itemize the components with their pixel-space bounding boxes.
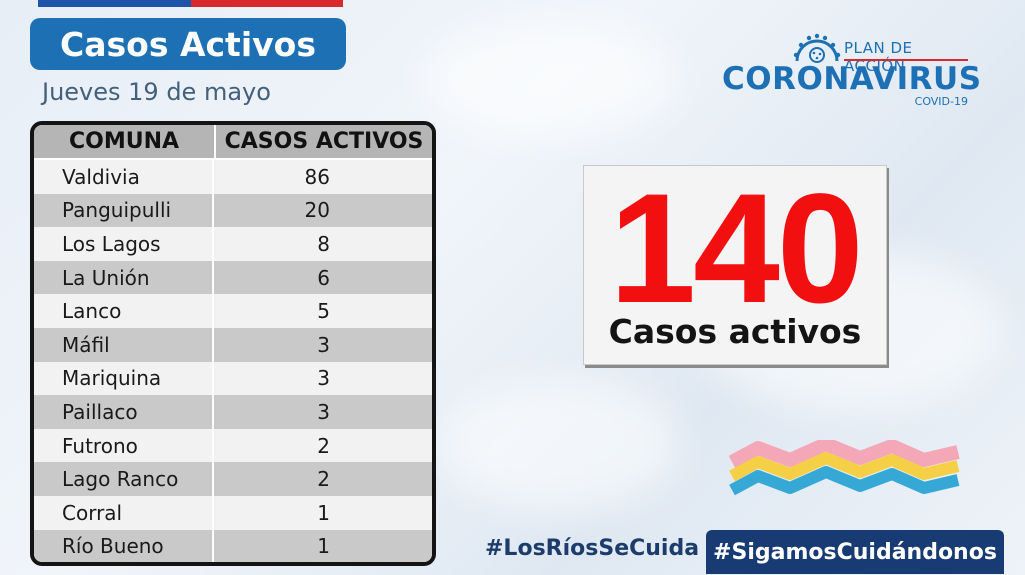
table-row: Corral 1 (34, 495, 432, 530)
date-label: Jueves 19 de mayo (42, 78, 271, 106)
table-row: Mariquina 3 (34, 361, 432, 396)
casos-cell: 3 (317, 366, 330, 391)
header-casos: CASOS ACTIVOS (224, 129, 424, 154)
comuna-cell: Lago Ranco (34, 462, 214, 496)
region-wave-graphic (728, 440, 960, 496)
table-row: Lanco 5 (34, 294, 432, 328)
casos-cell: 2 (317, 433, 330, 458)
casos-cell: 8 (317, 231, 330, 256)
comuna-cell: Valdivia (34, 160, 214, 194)
hashtag-sigamos: #SigamosCuidándonos (706, 530, 1004, 574)
comuna-cell: Mariquina (34, 361, 214, 396)
table-row: Valdivia 86 (34, 160, 432, 194)
casos-cell: 3 (317, 332, 330, 357)
total-cases-number: 140 (609, 162, 863, 336)
flag-bar (38, 0, 343, 7)
table-row: Río Bueno 1 (34, 529, 432, 562)
comuna-cell: La Unión (34, 260, 214, 295)
header-comuna: COMUNA (34, 125, 216, 158)
table-row: La Unión 6 (34, 260, 432, 295)
casos-cell: 2 (317, 467, 330, 492)
total-cases-card: 140 Casos activos (583, 162, 887, 365)
casos-cell: 86 (304, 164, 330, 189)
hashtag-los-rios: #LosRíosSeCuida (485, 536, 700, 561)
casos-cell: 5 (317, 299, 330, 324)
comuna-cell: Máfil (34, 327, 214, 362)
comuna-cell: Lanco (34, 294, 214, 328)
logo-name: CORONAVIRUS (722, 61, 982, 97)
table-row: Los Lagos 8 (34, 227, 432, 261)
table-row: Panguipulli 20 (34, 193, 432, 228)
comuna-cell: Futrono (34, 428, 214, 463)
logo-sub: COVID-19 (914, 95, 968, 108)
total-cases-label: Casos activos (608, 312, 862, 351)
casos-cell: 1 (317, 534, 330, 559)
comuna-cell: Panguipulli (34, 193, 214, 228)
casos-cell: 1 (317, 500, 330, 525)
plan-coronavirus-logo: PLAN DE ACCIÓN CORONAVIRUS COVID-19 (720, 33, 981, 108)
table-header: COMUNA CASOS ACTIVOS (34, 125, 432, 160)
page-title: Casos Activos (30, 18, 346, 70)
casos-cell: 3 (317, 399, 330, 424)
casos-cell: 6 (317, 265, 330, 290)
virus-icon (793, 33, 841, 63)
table-row: Lago Ranco 2 (34, 462, 432, 496)
comuna-cell: Paillaco (34, 395, 214, 429)
cases-table: COMUNA CASOS ACTIVOS Valdivia 86 Panguipu… (30, 121, 436, 566)
comuna-cell: Los Lagos (34, 227, 214, 261)
casos-cell: 20 (304, 198, 330, 223)
table-row: Futrono 2 (34, 428, 432, 463)
table-row: Máfil 3 (34, 327, 432, 362)
table-row: Paillaco 3 (34, 395, 432, 429)
comuna-cell: Corral (34, 495, 214, 530)
comuna-cell: Río Bueno (34, 529, 214, 562)
logo-plan-text: PLAN DE ACCIÓN (844, 39, 913, 75)
table-body: Valdivia 86 Panguipulli 20 Los Lagos 8 La U… (34, 160, 432, 562)
